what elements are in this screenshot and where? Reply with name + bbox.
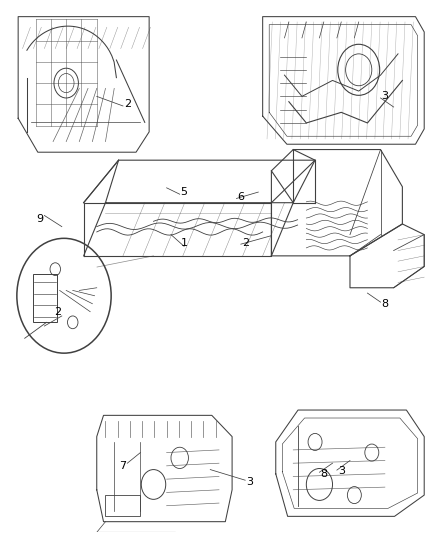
Text: 2: 2 [124,99,131,109]
Bar [33,274,57,322]
Text: 9: 9 [36,214,43,224]
Text: 1: 1 [180,238,187,247]
Text: 2: 2 [54,306,61,317]
Text: 2: 2 [242,238,249,247]
Text: 8: 8 [320,469,327,479]
Text: 3: 3 [338,466,345,476]
Text: 6: 6 [237,192,244,203]
Text: 8: 8 [381,298,389,309]
Text: 3: 3 [246,477,253,487]
Text: 3: 3 [381,91,389,101]
Text: 7: 7 [120,461,127,471]
Bar [106,495,141,516]
Text: 5: 5 [180,187,187,197]
